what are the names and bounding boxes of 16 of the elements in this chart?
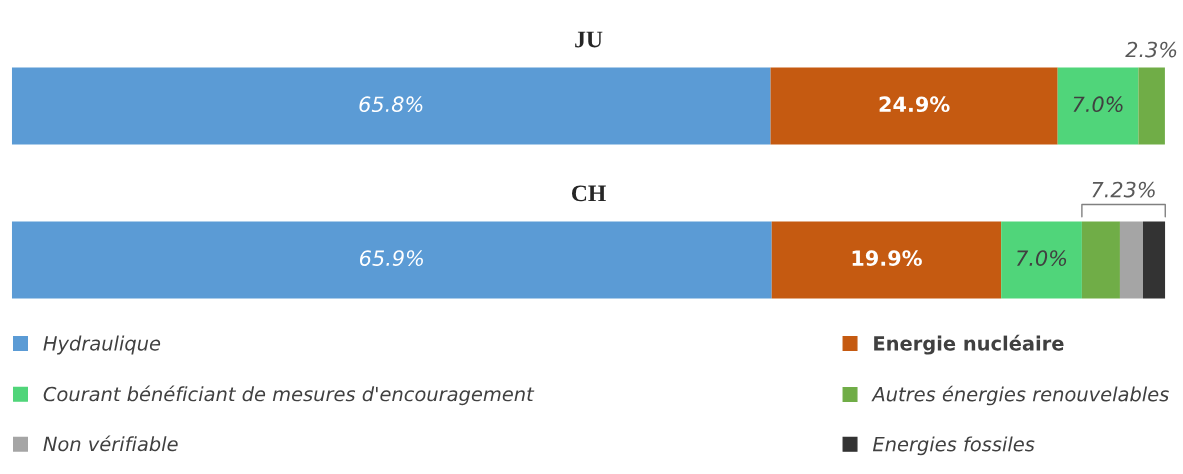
legend-label: Courant bénéficiant de mesures d'encouragement (43, 385, 535, 406)
data-label: 19.9% (852, 250, 922, 266)
data-label: 24.9% (879, 96, 950, 113)
legend-label: Energie nucléaire (874, 334, 1064, 355)
data-label: 65.8% (359, 96, 423, 113)
data-label: 7.0% (1017, 250, 1067, 266)
data-label: 2.3% (1125, 41, 1177, 58)
data-label: 7.0% (1073, 96, 1123, 113)
legend-label: Autres énergies renouvelables (871, 385, 1169, 406)
legend-label: Non vérifiable (43, 435, 178, 452)
y-tick-label: JU (575, 31, 603, 48)
legend-label: Hydraulique (43, 335, 161, 355)
data-label: 65.9% (359, 250, 423, 266)
legend-label: Energies fossiles (872, 436, 1035, 456)
y-tick-label: CH (571, 185, 606, 202)
annotation: 7.23% (1092, 181, 1155, 198)
